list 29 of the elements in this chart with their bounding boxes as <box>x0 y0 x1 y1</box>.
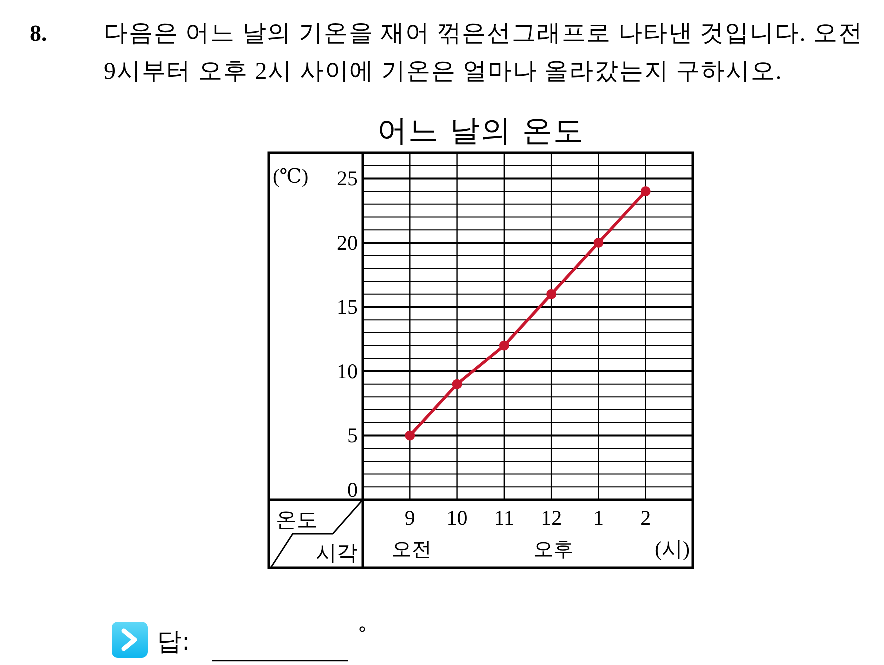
point <box>499 340 510 351</box>
x-tick-label: 2 <box>640 506 652 530</box>
point <box>405 430 416 441</box>
y-tick-label: 0 <box>348 478 358 502</box>
point <box>594 238 604 248</box>
y-tick-label: 10 <box>337 359 358 384</box>
text: 답: <box>157 627 190 656</box>
y-axis-title: (℃) <box>273 166 309 188</box>
point <box>452 379 462 390</box>
x-tick-label: 9 <box>404 506 416 530</box>
text: ° <box>358 624 367 645</box>
x-tick-label: 11 <box>494 506 515 530</box>
text: 시각 <box>316 541 358 565</box>
chart-title: 어느 날의 온도 <box>377 114 585 149</box>
x-axis-title: (시) <box>655 537 690 561</box>
x-tick-label: 10 <box>446 506 468 530</box>
text: 오전 <box>392 539 432 561</box>
y-tick-label: 25 <box>337 166 358 191</box>
text: 오후 <box>534 539 574 561</box>
y-tick-label: 15 <box>337 295 358 320</box>
text: 온도 <box>276 508 318 532</box>
point <box>640 186 651 197</box>
y-tick-label: 20 <box>337 230 358 255</box>
text: 8. <box>30 21 48 46</box>
text: 다음은 어느 날의 기온을 재어 꺾은선그래프로 나타낸 것입니다. 오전 9시부터 오후 2시 사이에 기온은 얼마나 올라갔는지 구하시오. <box>104 21 864 85</box>
point <box>546 289 557 300</box>
x-tick-label: 1 <box>593 506 604 530</box>
x-tick-label: 12 <box>541 506 562 530</box>
y-tick-label: 5 <box>348 424 358 448</box>
